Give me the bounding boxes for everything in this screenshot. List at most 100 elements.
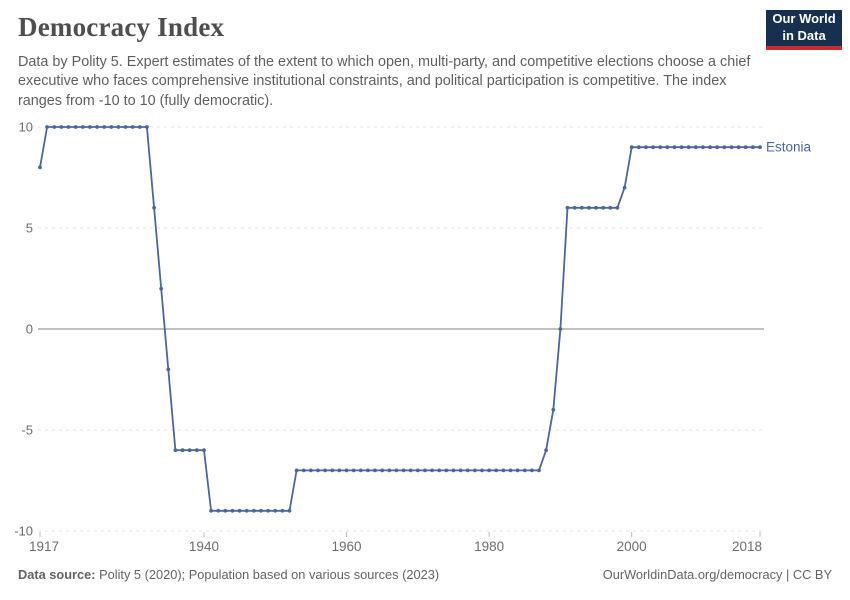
data-point — [209, 508, 214, 513]
data-point — [658, 145, 663, 150]
data-point — [252, 508, 256, 513]
data-point — [380, 468, 385, 473]
data-point — [166, 367, 171, 372]
data-point — [223, 508, 228, 513]
data-point — [501, 468, 506, 473]
data-point — [45, 125, 49, 129]
data-point — [109, 125, 114, 129]
data-point — [301, 468, 306, 473]
data-point — [401, 468, 406, 473]
data-point — [237, 508, 242, 513]
data-point — [194, 448, 199, 453]
data-point — [130, 125, 135, 129]
y-tick-label: 5 — [26, 221, 33, 236]
data-point — [494, 468, 499, 473]
data-point — [665, 145, 670, 150]
data-point — [294, 468, 299, 473]
data-point — [558, 327, 563, 331]
x-tick-label: 1940 — [189, 539, 219, 554]
data-point — [59, 125, 64, 129]
x-tick-label: 2000 — [617, 539, 647, 554]
data-point — [629, 145, 634, 150]
data-point — [230, 508, 235, 513]
data-point — [66, 125, 71, 129]
data-point — [587, 205, 591, 210]
data-point — [608, 205, 613, 210]
data-point — [693, 145, 698, 150]
owid-logo[interactable]: Our World in Data — [766, 10, 842, 50]
data-point — [480, 468, 484, 473]
data-point — [273, 508, 278, 513]
data-point — [715, 145, 720, 150]
data-point — [145, 125, 149, 129]
data-point — [123, 125, 128, 129]
data-point — [80, 125, 85, 129]
data-point — [259, 508, 263, 513]
owid-logo-line2: in Data — [782, 28, 826, 43]
data-point — [88, 125, 92, 129]
data-point — [458, 468, 463, 473]
data-point — [537, 468, 541, 473]
data-point — [137, 125, 142, 129]
owid-license-link[interactable]: OurWorldinData.org/democracy | CC BY — [602, 567, 832, 582]
data-point — [344, 468, 349, 473]
data-point — [451, 468, 456, 473]
line-path — [39, 126, 761, 512]
data-point — [180, 448, 185, 453]
data-point — [679, 145, 684, 150]
data-point — [508, 468, 513, 473]
data-point — [52, 125, 57, 129]
data-source-label: Data source: — [18, 567, 96, 582]
data-point — [473, 468, 477, 473]
data-point — [102, 125, 107, 129]
data-point — [672, 145, 677, 150]
data-point — [708, 145, 712, 150]
data-point — [95, 125, 99, 129]
data-point — [337, 468, 342, 473]
data-point — [38, 165, 42, 170]
data-point — [116, 125, 121, 129]
data-point — [415, 468, 420, 473]
data-point — [387, 468, 392, 473]
data-point — [515, 468, 520, 473]
data-point — [316, 468, 320, 473]
data-point — [601, 205, 606, 210]
page-title: Democracy Index — [18, 12, 225, 42]
data-point — [522, 468, 527, 473]
data-point — [430, 468, 434, 473]
data-point — [701, 145, 705, 150]
data-point — [465, 468, 470, 473]
y-tick-label: 10 — [19, 120, 33, 135]
series-line-estonia[interactable] — [38, 125, 762, 513]
data-point — [437, 468, 442, 473]
data-point — [373, 468, 377, 473]
data-source-text: Polity 5 (2020); Population based on var… — [95, 567, 440, 582]
y-tick-label: -5 — [21, 423, 33, 438]
entity-label-estonia[interactable]: Estonia — [766, 140, 812, 155]
data-point — [572, 205, 577, 210]
data-point — [358, 468, 363, 473]
data-point — [423, 468, 427, 473]
x-tick-label: 1960 — [332, 539, 362, 554]
data-point — [366, 468, 370, 473]
data-point — [394, 468, 399, 473]
data-point — [159, 286, 164, 291]
data-point — [173, 448, 178, 453]
data-point — [216, 508, 221, 513]
data-point — [309, 468, 313, 473]
data-point — [722, 145, 727, 150]
data-point — [622, 185, 627, 190]
gridlines — [38, 126, 764, 532]
data-point — [544, 448, 548, 453]
data-point — [636, 145, 641, 150]
data-point — [280, 508, 285, 513]
data-point — [73, 125, 78, 129]
x-tick-label: 1980 — [474, 539, 504, 554]
data-point — [287, 508, 292, 513]
data-point — [751, 145, 755, 150]
data-point — [729, 145, 734, 150]
data-point — [323, 468, 327, 473]
data-point — [266, 508, 270, 513]
data-point — [351, 468, 356, 473]
